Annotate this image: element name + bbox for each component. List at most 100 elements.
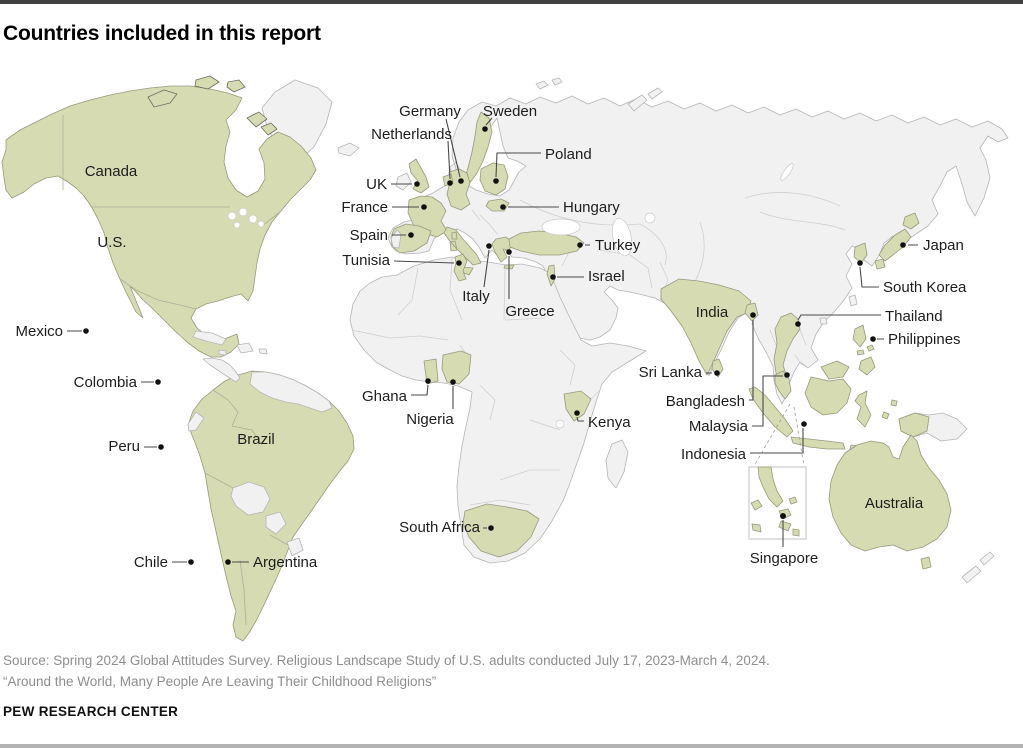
dot-mexico bbox=[83, 328, 89, 334]
dot-germany bbox=[458, 178, 464, 184]
dot-turkey bbox=[577, 242, 583, 248]
black-sea bbox=[541, 218, 581, 236]
label-bangladesh: Bangladesh bbox=[666, 393, 745, 410]
label-philippines: Philippines bbox=[888, 331, 961, 348]
label-kenya: Kenya bbox=[588, 414, 631, 431]
dot-netherlands bbox=[447, 180, 453, 186]
uruguay-shape bbox=[286, 537, 304, 557]
basemap-gray bbox=[261, 77, 1009, 584]
central-america-shape bbox=[202, 357, 241, 383]
dot-tunisia bbox=[456, 260, 462, 266]
dot-bangladesh bbox=[750, 312, 756, 318]
dot-ghana bbox=[425, 378, 431, 384]
eurasia-shape bbox=[387, 95, 1009, 405]
country-south-africa bbox=[462, 503, 540, 558]
source-line-1: Source: Spring 2024 Global Attitudes Sur… bbox=[3, 653, 770, 668]
dot-south-korea bbox=[857, 260, 863, 266]
ireland-shape bbox=[395, 172, 412, 191]
dot-spain bbox=[408, 232, 414, 238]
country-canada-arctic-islands bbox=[147, 75, 278, 136]
leader-lines bbox=[67, 117, 918, 563]
country-malaysia bbox=[774, 360, 850, 400]
dot-sweden bbox=[482, 126, 488, 132]
country-kenya bbox=[563, 390, 592, 422]
dot-france bbox=[421, 204, 427, 210]
dot-peru bbox=[158, 444, 164, 450]
country-india bbox=[660, 278, 752, 376]
label-sri-lanka: Sri Lanka bbox=[639, 364, 703, 381]
dot-chile bbox=[188, 559, 194, 565]
dot-thailand bbox=[795, 321, 801, 327]
bolivia-shape bbox=[230, 481, 271, 516]
dot-singapore bbox=[780, 513, 786, 519]
dot-colombia bbox=[155, 379, 161, 385]
label-japan: Japan bbox=[923, 237, 964, 254]
label-canada: Canada bbox=[85, 163, 138, 180]
label-france: France bbox=[341, 199, 388, 216]
lakes bbox=[227, 163, 794, 429]
pew-research-center-wordmark: PEW RESEARCH CENTER bbox=[3, 704, 179, 719]
label-australia: Australia bbox=[865, 495, 924, 512]
new-zealand-shape bbox=[961, 551, 995, 584]
label-tunisia: Tunisia bbox=[342, 252, 390, 269]
label-spain: Spain bbox=[350, 227, 388, 244]
bottom-rule bbox=[0, 744, 1023, 748]
dot-indonesia bbox=[801, 421, 807, 427]
iceland-shape bbox=[337, 142, 360, 157]
arctic-island-shapes bbox=[535, 77, 663, 112]
label-indonesia: Indonesia bbox=[681, 446, 747, 463]
source-line-2: “Around the World, Many People Are Leavi… bbox=[3, 674, 437, 689]
label-chile: Chile bbox=[134, 554, 168, 571]
dot-greece bbox=[506, 249, 512, 255]
label-israel: Israel bbox=[588, 268, 625, 285]
figure-title: Countries included in this report bbox=[3, 22, 321, 45]
lake-victoria bbox=[555, 419, 565, 429]
label-us: U.S. bbox=[97, 234, 126, 251]
inset-callout-dashes bbox=[753, 403, 805, 467]
label-uk: UK bbox=[366, 176, 387, 193]
singapore-inset bbox=[748, 403, 807, 540]
country-borders-green bbox=[62, 115, 289, 626]
gray-overlay-countries bbox=[187, 229, 402, 557]
ecuador-shape bbox=[187, 411, 205, 432]
label-malaysia: Malaysia bbox=[689, 418, 749, 435]
dot-malaysia bbox=[784, 372, 790, 378]
dot-italy bbox=[486, 243, 492, 249]
country-tunisia bbox=[453, 253, 468, 282]
taiwan-hainan-shapes bbox=[819, 294, 858, 325]
country-uk bbox=[408, 158, 430, 194]
country-germany bbox=[446, 168, 471, 211]
label-greece: Greece bbox=[505, 303, 554, 320]
country-thailand bbox=[773, 312, 801, 387]
dot-japan bbox=[900, 242, 906, 248]
country-poland bbox=[479, 162, 509, 196]
inset-land bbox=[750, 466, 800, 537]
caribbean-shapes bbox=[192, 330, 268, 356]
dot-israel bbox=[550, 274, 556, 280]
dot-uk bbox=[414, 181, 420, 187]
dot-kenya bbox=[574, 410, 580, 416]
paraguay-shape bbox=[265, 511, 287, 535]
dot-philippines bbox=[870, 336, 876, 342]
country-italy bbox=[443, 226, 482, 276]
marker-dots bbox=[83, 126, 906, 565]
dot-hungary bbox=[500, 204, 506, 210]
label-argentina: Argentina bbox=[253, 554, 318, 571]
country-australia bbox=[828, 434, 952, 570]
label-ghana: Ghana bbox=[362, 388, 408, 405]
country-nigeria bbox=[441, 350, 472, 385]
dot-argentina bbox=[225, 559, 231, 565]
venezuela-guyanas-shape bbox=[249, 371, 333, 413]
dot-nigeria bbox=[450, 379, 456, 385]
label-italy: Italy bbox=[462, 288, 490, 305]
label-turkey: Turkey bbox=[595, 237, 641, 254]
label-nigeria: Nigeria bbox=[406, 411, 454, 428]
caspian-sea bbox=[612, 217, 632, 257]
top-rule bbox=[0, 0, 1023, 4]
label-sweden: Sweden bbox=[483, 103, 537, 120]
label-south-africa: South Africa bbox=[399, 519, 481, 536]
label-peru: Peru bbox=[108, 438, 140, 455]
country-south-america bbox=[187, 370, 355, 642]
lake-baikal bbox=[780, 163, 794, 181]
